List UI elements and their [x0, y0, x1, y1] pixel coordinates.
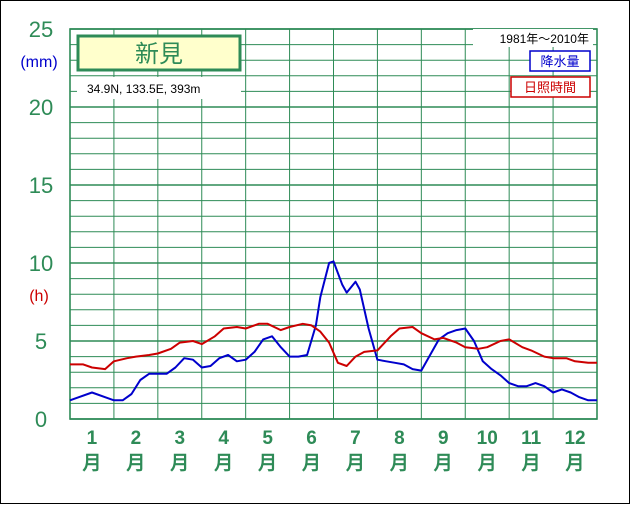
- y-tick-label: 25: [29, 17, 53, 42]
- x-tick-suffix: 月: [169, 453, 189, 474]
- period-label: 1981年〜2010年: [500, 32, 589, 46]
- sun-unit: (h): [29, 288, 49, 305]
- x-tick-label: 3: [175, 428, 186, 449]
- legend-sun: 日照時間: [524, 81, 576, 96]
- precip-unit: (mm): [20, 54, 57, 71]
- station-name-box: [76, 34, 242, 72]
- x-tick-label: 5: [262, 428, 273, 449]
- legend-precip: 降水量: [540, 55, 579, 70]
- x-tick-label: 11: [521, 428, 542, 449]
- grid: [69, 28, 598, 420]
- station-coords: 34.9N, 133.5E, 393m: [87, 82, 200, 96]
- x-tick-label: 9: [438, 428, 449, 449]
- coords-box: [77, 77, 241, 99]
- y-axis-ticks: 0 5 10 15 20 25: [29, 17, 53, 432]
- x-tick-suffix: 月: [81, 453, 101, 474]
- x-tick-suffix: 月: [125, 453, 145, 474]
- x-tick-suffix: 月: [477, 453, 497, 474]
- x-tick-suffix: 月: [345, 453, 365, 474]
- y-tick-label: 15: [29, 173, 53, 198]
- x-tick-suffix: 月: [565, 453, 585, 474]
- y-tick-label: 10: [29, 251, 53, 276]
- y-tick-label: 0: [35, 407, 47, 432]
- x-tick-suffix: 月: [213, 453, 233, 474]
- series-lines: [69, 260, 597, 402]
- x-tick-suffix: 月: [433, 453, 453, 474]
- x-tick-label: 12: [564, 428, 585, 449]
- y-tick-label: 5: [35, 329, 47, 354]
- x-tick-label: 8: [394, 428, 405, 449]
- precip-series-line: [69, 260, 597, 402]
- station-name: 新見: [135, 40, 183, 68]
- x-tick-suffix: 月: [257, 453, 277, 474]
- sun-series-line: [70, 322, 597, 371]
- period-box: [473, 29, 593, 47]
- x-tick-label: 1: [87, 428, 98, 449]
- legend-sun-box: [510, 76, 591, 98]
- x-tick-suffix: 月: [301, 453, 321, 474]
- x-tick-label: 2: [131, 428, 142, 449]
- x-tick-suffix: 月: [389, 453, 409, 474]
- x-tick-label: 4: [218, 428, 229, 449]
- x-axis-ticks: 1 月 2 月 3 月 4 月 5 月 6 月 7 月 8 月 9 月 10 月 11 月 12 月: [81, 428, 585, 474]
- x-tick-label: 7: [350, 428, 361, 449]
- x-tick-suffix: 月: [521, 453, 541, 474]
- y-tick-label: 20: [29, 95, 53, 120]
- x-tick-label: 6: [306, 428, 317, 449]
- x-tick-label: 10: [477, 428, 498, 449]
- legend-precip-box: [529, 50, 591, 72]
- plot-border: [69, 28, 598, 420]
